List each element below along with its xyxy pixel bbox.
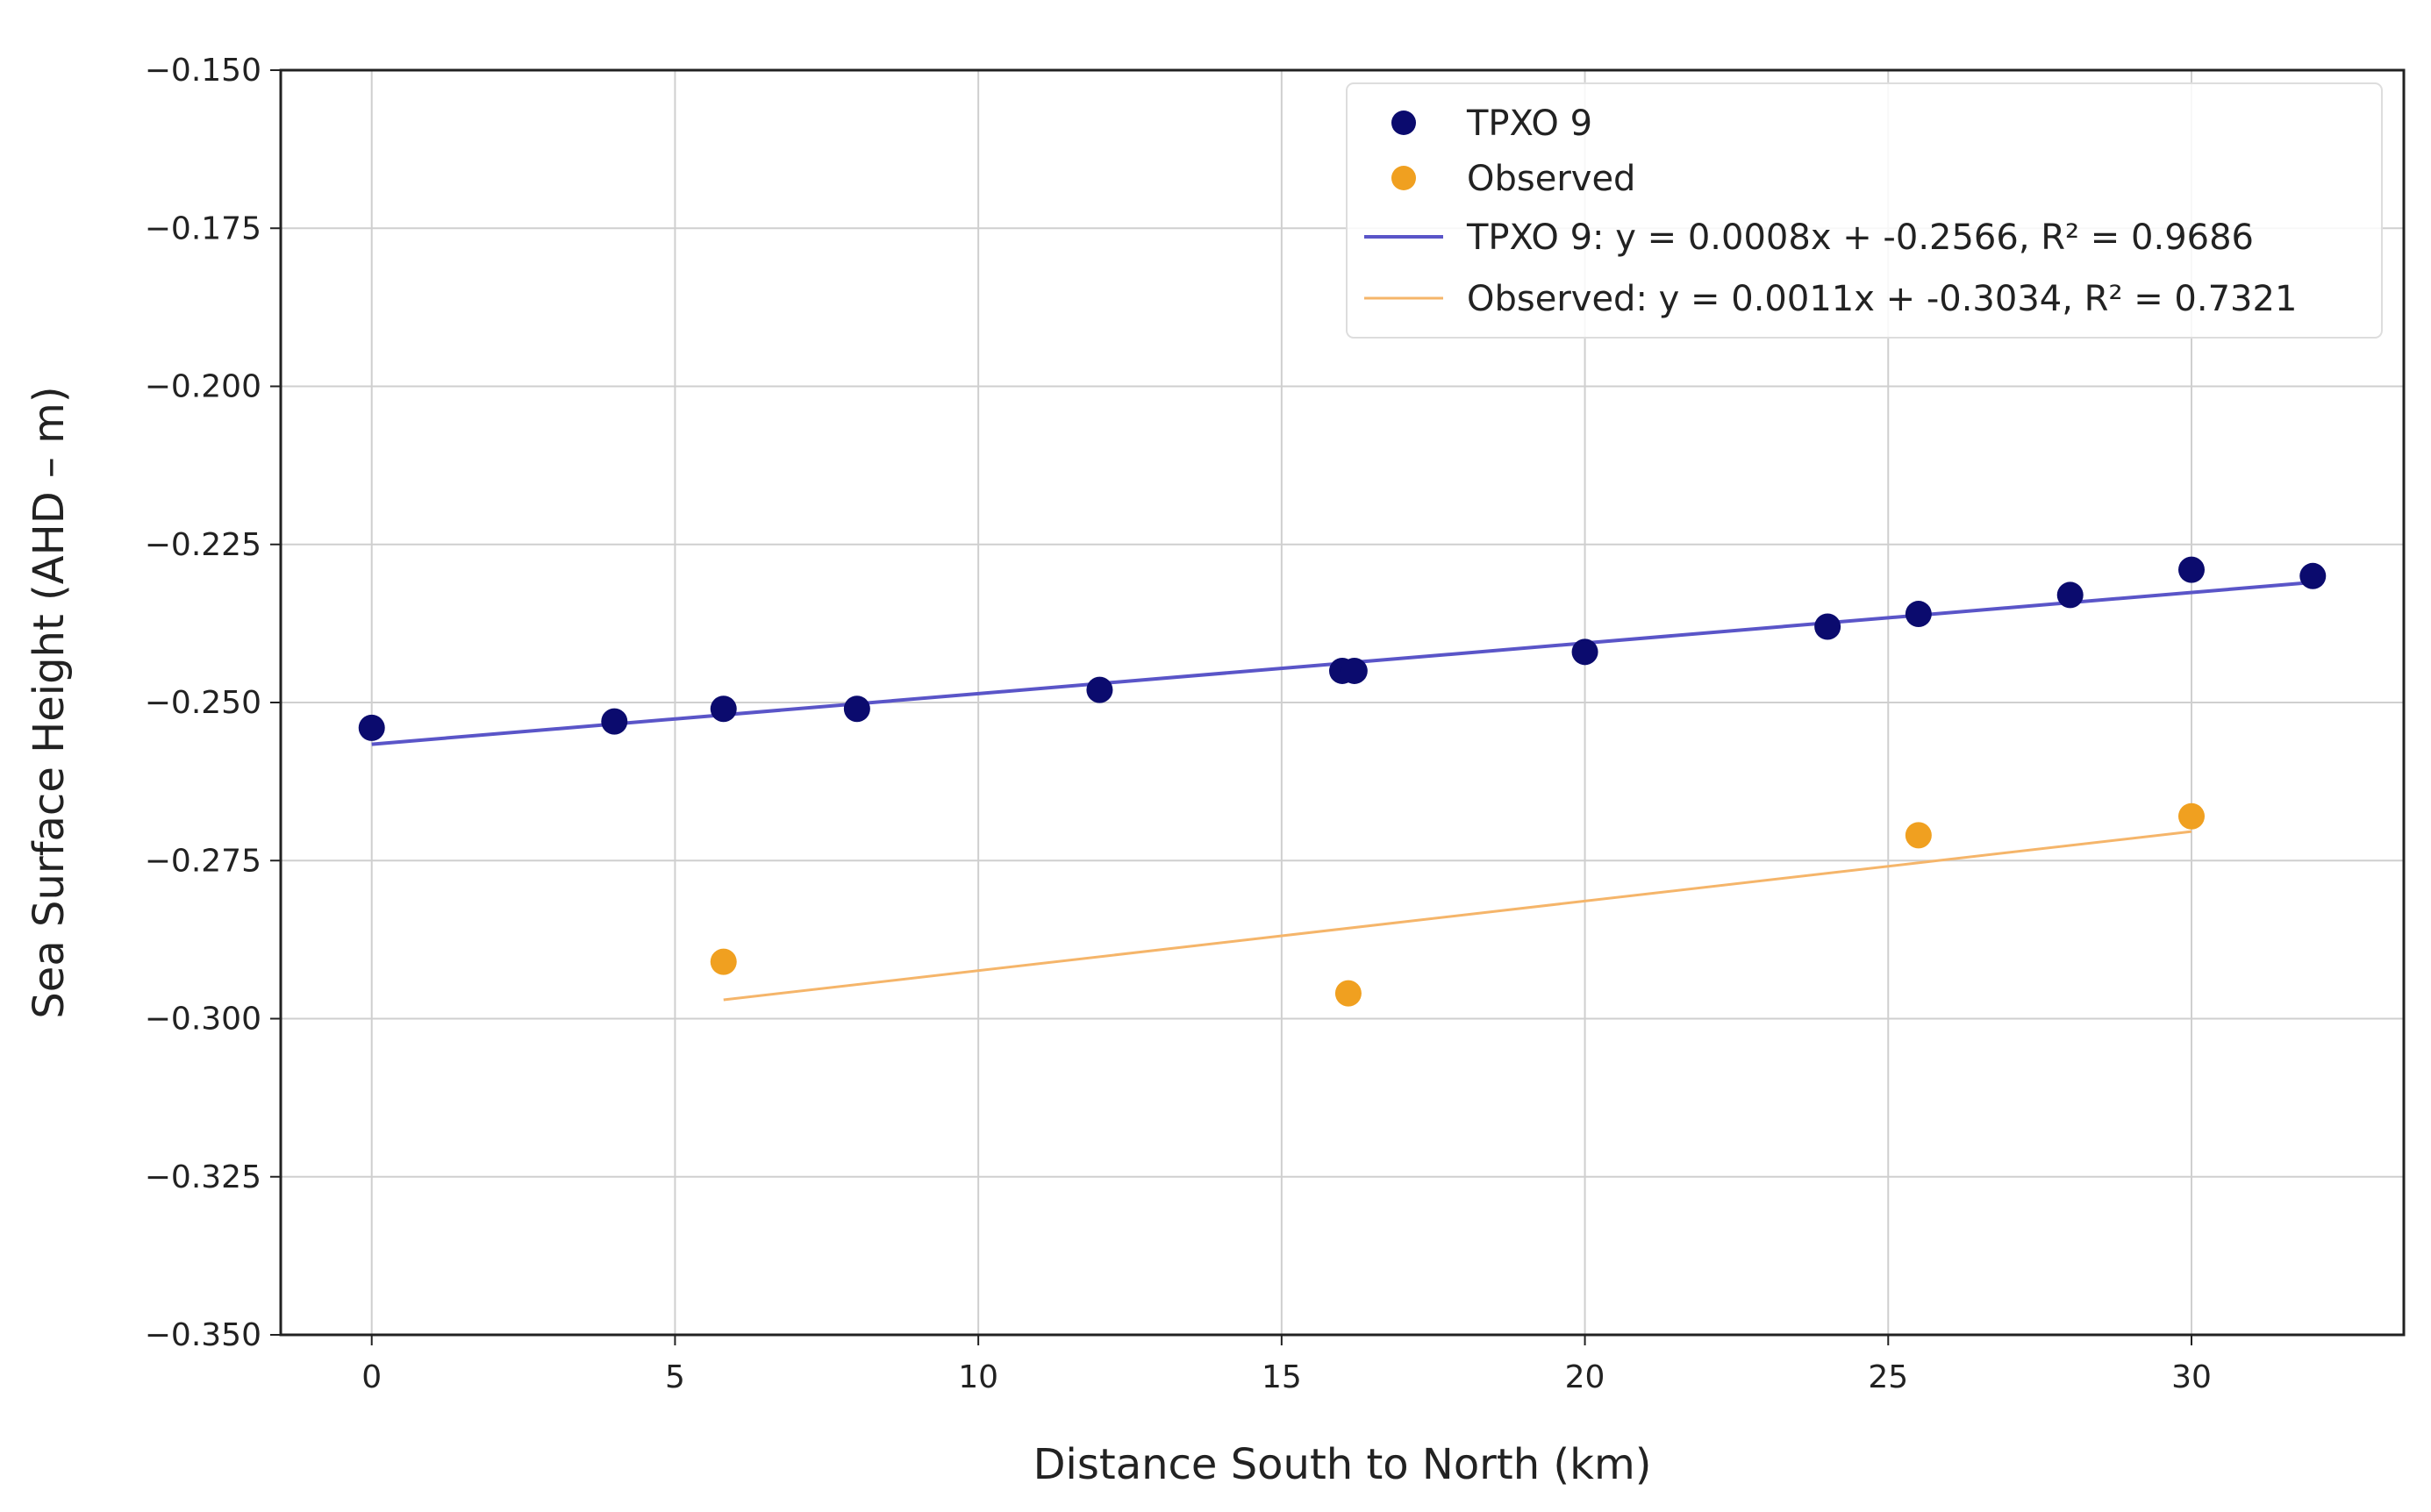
- data-point-tpxo9: [358, 714, 385, 741]
- data-point-tpxo9: [2056, 581, 2084, 609]
- trend-lines: [371, 581, 2313, 1002]
- x-axis-label: Distance South to North (km): [1033, 1440, 1652, 1489]
- data-point-tpxo9: [1341, 657, 1368, 684]
- data-point-observed: [1334, 980, 1362, 1007]
- x-tick-label: 0: [361, 1359, 382, 1395]
- x-tick-label: 25: [1868, 1359, 1908, 1395]
- y-tick-label: −0.150: [145, 53, 261, 89]
- legend: TPXO 9 Observed TPXO 9: y = 0.0008x + -0…: [1346, 82, 2383, 339]
- data-point-tpxo9: [2178, 556, 2205, 583]
- y-tick-label: −0.300: [145, 1002, 261, 1038]
- y-tick-label: −0.200: [145, 369, 261, 405]
- legend-label-observed: Observed: [1467, 159, 1635, 199]
- data-point-tpxo9: [710, 695, 737, 723]
- y-tick-label: −0.250: [145, 685, 261, 721]
- x-tick-label: 30: [2171, 1359, 2212, 1395]
- data-point-tpxo9: [1571, 638, 1598, 666]
- y-axis-ticks: −0.350 −0.325 −0.300 −0.275 −0.250 −0.225 −0.2…: [145, 53, 281, 1353]
- x-tick-label: 5: [665, 1359, 685, 1395]
- data-point-observed: [1905, 822, 1932, 849]
- data-point-tpxo9: [1905, 601, 1932, 628]
- x-axis-ticks: 0 5 10 15 20 25 30: [361, 1335, 2212, 1395]
- data-point-tpxo9: [1086, 676, 1113, 703]
- x-tick-label: 10: [958, 1359, 998, 1395]
- data-point-tpxo9: [2299, 562, 2327, 589]
- y-tick-label: −0.175: [145, 210, 261, 246]
- x-tick-label: 15: [1262, 1359, 1302, 1395]
- legend-box: [1346, 82, 2383, 339]
- data-point-tpxo9: [601, 708, 628, 735]
- x-tick-label: 20: [1565, 1359, 1605, 1395]
- data-points: [358, 556, 2327, 1007]
- y-tick-label: −0.225: [145, 527, 261, 563]
- legend-marker-tpxo9: [1391, 111, 1416, 135]
- trend-line-3: [723, 830, 2192, 1002]
- y-tick-label: −0.275: [145, 843, 261, 879]
- legend-label-observed-fit: Observed: y = 0.0011x + -0.3034, R² = 0.…: [1467, 279, 2297, 319]
- legend-label-tpxo9-fit: TPXO 9: y = 0.0008x + -0.2566, R² = 0.96…: [1466, 218, 2254, 258]
- y-tick-label: −0.350: [145, 1317, 261, 1353]
- data-point-tpxo9: [843, 695, 870, 723]
- data-point-observed: [710, 948, 737, 975]
- legend-label-tpxo9: TPXO 9: [1466, 103, 1592, 144]
- legend-marker-observed: [1391, 166, 1416, 190]
- data-point-observed: [2178, 802, 2205, 830]
- y-axis-label: Sea Surface Height (AHD – m): [25, 386, 74, 1018]
- data-point-tpxo9: [1814, 613, 1841, 640]
- y-tick-label: −0.325: [145, 1159, 261, 1195]
